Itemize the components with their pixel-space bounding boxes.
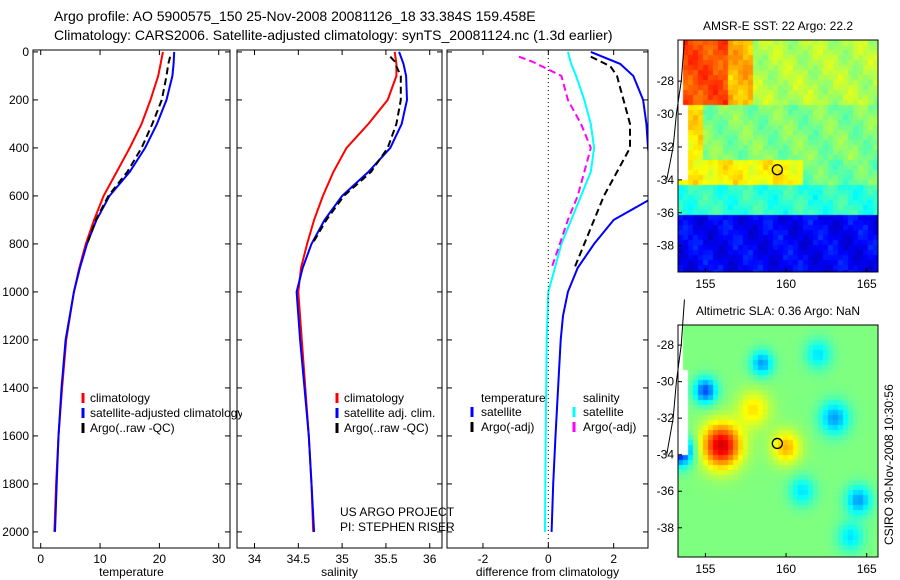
y-tick-label: 1400	[2, 381, 29, 395]
legend-title: salinity	[583, 391, 620, 405]
legend-label: satellite	[583, 405, 624, 419]
sla-map-axes: Altimetric SLA: 0.36 Argo: NaN 155 160 165 -…	[657, 299, 879, 576]
y-tick-label: -28	[657, 74, 675, 88]
x-axis-label: difference from climatology	[476, 565, 619, 579]
argo-position-marker	[771, 164, 783, 176]
y-tick-label: -36	[657, 484, 675, 498]
series-line-satellite-adj-clim-	[295, 51, 409, 532]
series-group	[53, 51, 176, 532]
x-tick-label: 165	[857, 562, 877, 576]
x-tick-label: 34.5	[287, 552, 311, 566]
y-tick-label: -32	[657, 140, 675, 154]
y-tick-label: 1200	[2, 333, 29, 347]
y-tick-label: -34	[657, 448, 675, 462]
title-line-2: Climatology: CARS2006. Satellite-adjuste…	[54, 27, 612, 43]
legend-label: satellite adj. clim.	[344, 406, 435, 420]
x-tick-label: -2	[478, 552, 489, 566]
x-tick-label: 10	[93, 552, 107, 566]
x-tick-label: 35	[335, 552, 349, 566]
x-tick-label: 20	[153, 552, 167, 566]
y-tick-label: -34	[657, 173, 675, 187]
x-axis-label: salinity	[321, 565, 358, 579]
legend-label: satellite	[481, 405, 522, 419]
map-title: Altimetric SLA: 0.36 Argo: NaN	[696, 304, 860, 318]
sst-map-axes: AMSR-E SST: 22 Argo: 22.2 155 160 165 -28 -30…	[657, 19, 879, 291]
project-line-1: US ARGO PROJECT	[340, 505, 455, 519]
x-tick-label: 0	[545, 552, 552, 566]
x-tick-label: 160	[776, 562, 796, 576]
plot-frame	[446, 49, 649, 549]
y-tick-label: 1000	[2, 285, 29, 299]
x-tick-label: 0	[37, 552, 44, 566]
y-tick-label: -38	[657, 239, 675, 253]
y-tick-label: 200	[9, 93, 29, 107]
series-group	[518, 50, 648, 548]
series-line-temperature-argo-adj-	[573, 55, 631, 269]
plot-frame	[236, 49, 443, 549]
y-tick-label: -32	[657, 411, 675, 425]
series-line-satellite-adjusted-climatology	[54, 51, 176, 532]
legend-title: temperature	[481, 391, 546, 405]
map-title: AMSR-E SST: 22 Argo: 22.2	[703, 19, 853, 33]
side-text: CSIRO 30-Nov-2008 10:30:56	[882, 384, 896, 545]
x-tick-label: 155	[695, 562, 715, 576]
series-group	[295, 51, 409, 532]
y-tick-label: 600	[9, 189, 29, 203]
y-tick-label: 2000	[2, 525, 29, 539]
title-line-1: Argo profile: AO 5900575_150 25-Nov-2008…	[54, 8, 536, 24]
series-line-salinity-satellite	[544, 51, 596, 532]
coastline	[666, 39, 685, 180]
plot-frame	[32, 49, 231, 549]
series-line-argo-raw-qc-	[311, 56, 402, 245]
argo-position-marker	[771, 437, 783, 450]
legend-label: Argo(-adj)	[583, 420, 636, 434]
sla-heatmap	[678, 325, 878, 557]
map-frame	[677, 324, 879, 558]
x-tick-label: 160	[776, 277, 796, 291]
map-frame	[677, 39, 879, 273]
x-tick-label: 2	[610, 552, 617, 566]
y-tick-label: -36	[657, 206, 675, 220]
y-tick-label: 400	[9, 141, 29, 155]
panel-salinity: 34 34.5 35 35.5 36 salinity climatologysatelli…	[236, 49, 443, 579]
panel-temperature: 0 10 20 30 0 200 400 600 800 1000 1200 1400 1600 1800…	[2, 45, 243, 579]
y-tick-label: -30	[657, 107, 675, 121]
y-tick-label: 1600	[2, 429, 29, 443]
y-tick-label: 800	[9, 237, 29, 251]
y-tick-label: -28	[657, 338, 675, 352]
legend-label: Argo(..raw -QC)	[90, 421, 175, 435]
x-tick-label: 35.5	[374, 552, 398, 566]
y-tick-label: 1800	[2, 477, 29, 491]
series-line-climatology	[53, 51, 164, 532]
project-line-2: PI: STEPHEN RISER	[340, 520, 455, 534]
x-tick-label: 34	[248, 552, 262, 566]
legend-label: climatology	[344, 391, 404, 405]
x-tick-label: 155	[695, 277, 715, 291]
y-tick-label: -30	[657, 375, 675, 389]
coastline	[666, 299, 685, 455]
x-tick-label: 165	[857, 277, 877, 291]
legend-label: Argo(-adj)	[481, 420, 534, 434]
legend-label: climatology	[90, 391, 150, 405]
series-line-argo-raw-qc-	[86, 56, 172, 245]
y-tick-label: -38	[657, 521, 675, 535]
y-tick-label: 0	[22, 45, 29, 59]
series-line-climatology	[297, 51, 398, 532]
legend-label: satellite-adjusted climatology	[90, 406, 243, 420]
legend-label: Argo(..raw -QC)	[344, 421, 429, 435]
series-line-salinity-argo-adj-	[518, 55, 592, 269]
sst-heatmap	[678, 40, 878, 272]
x-axis-label: temperature	[99, 565, 164, 579]
x-tick-label: 30	[212, 552, 226, 566]
x-tick-label: 36	[423, 552, 437, 566]
